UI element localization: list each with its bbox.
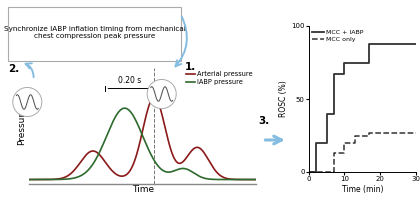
MCC only (342, 142, 347, 144)
Circle shape (13, 87, 42, 117)
Legend: Arterial pressure, IABP pressure: Arterial pressure, IABP pressure (186, 71, 253, 85)
Text: 0.20 s: 0.20 s (118, 76, 142, 85)
Text: Synchronize IABP inflation timing from mechanical
chest compression peak pressur: Synchronize IABP inflation timing from m… (4, 26, 185, 39)
X-axis label: Time: Time (132, 185, 154, 194)
Text: 1.: 1. (185, 62, 196, 72)
MCC + IABP (342, 73, 347, 75)
MCC + IABP (306, 171, 311, 173)
MCC + IABP (313, 142, 318, 144)
MCC only (331, 152, 336, 154)
FancyBboxPatch shape (8, 7, 181, 61)
Text: 2.: 2. (8, 64, 20, 74)
MCC only (306, 171, 311, 173)
Text: 3.: 3. (258, 116, 270, 126)
MCC + IABP (331, 73, 336, 75)
Circle shape (147, 79, 176, 109)
MCC + IABP (367, 42, 372, 45)
X-axis label: Time (min): Time (min) (341, 185, 383, 194)
MCC + IABP (313, 171, 318, 173)
MCC + IABP (367, 61, 372, 64)
MCC only (342, 152, 347, 154)
MCC only (331, 171, 336, 173)
MCC only (353, 134, 358, 137)
MCC only (367, 134, 372, 137)
MCC only (367, 131, 372, 134)
Line: MCC + IABP: MCC + IABP (309, 44, 416, 172)
MCC + IABP (324, 142, 329, 144)
Y-axis label: ROSC (%): ROSC (%) (279, 81, 288, 117)
Y-axis label: Pressure: Pressure (18, 107, 26, 145)
MCC + IABP (331, 112, 336, 115)
MCC + IABP (413, 42, 418, 45)
MCC only (413, 131, 418, 134)
MCC only (353, 142, 358, 144)
Line: MCC only: MCC only (309, 133, 416, 172)
Legend: MCC + IABP, MCC only: MCC + IABP, MCC only (312, 29, 364, 43)
MCC + IABP (324, 112, 329, 115)
MCC + IABP (342, 61, 347, 64)
